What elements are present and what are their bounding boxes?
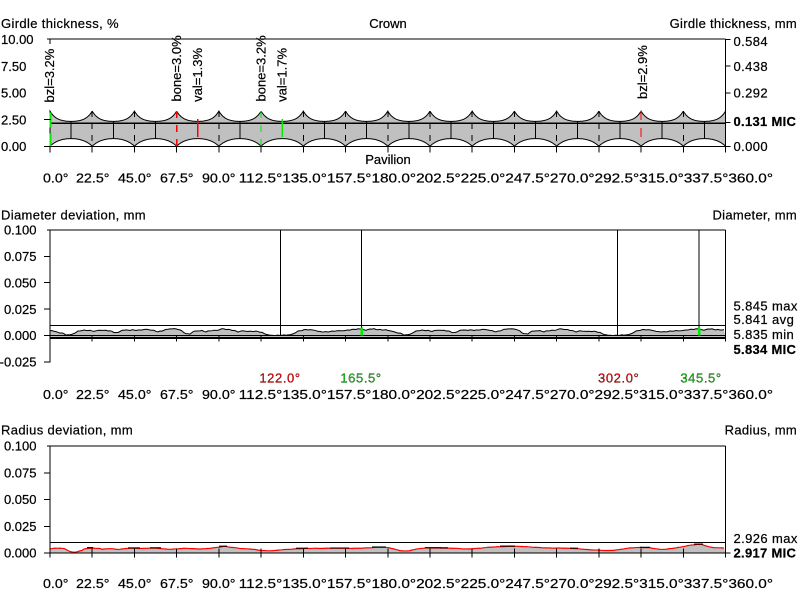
svg-text:0.050: 0.050 bbox=[4, 492, 37, 507]
svg-text:Radius deviation, mm: Radius deviation, mm bbox=[1, 423, 133, 438]
svg-text:112.5°135.0°157.5°180.0°202.5°: 112.5°135.0°157.5°180.0°202.5°225.0°247.… bbox=[239, 387, 773, 402]
svg-text:0.025: 0.025 bbox=[4, 519, 37, 534]
svg-text:7.50: 7.50 bbox=[1, 59, 26, 74]
svg-text:val=1.3%: val=1.3% bbox=[190, 48, 205, 102]
svg-text:0.075: 0.075 bbox=[4, 249, 37, 264]
svg-text:-0.025: -0.025 bbox=[0, 355, 37, 370]
svg-text:bone=3.0%: bone=3.0% bbox=[169, 35, 184, 102]
svg-text:bzl=2.9%: bzl=2.9% bbox=[635, 45, 650, 99]
svg-text:Girdle thickness, %: Girdle thickness, % bbox=[1, 16, 119, 31]
svg-text:Radius, mm: Radius, mm bbox=[725, 423, 797, 438]
svg-text:5.841 avg: 5.841 avg bbox=[734, 312, 795, 327]
svg-text:0.000: 0.000 bbox=[734, 139, 769, 154]
svg-text:bone=3.2%: bone=3.2% bbox=[253, 35, 268, 102]
svg-text:0.131 MIC: 0.131 MIC bbox=[734, 114, 797, 129]
svg-text:67.5°: 67.5° bbox=[160, 170, 194, 185]
svg-text:22.5°: 22.5° bbox=[76, 576, 110, 591]
svg-text:Crown: Crown bbox=[369, 16, 407, 31]
svg-text:0.000: 0.000 bbox=[4, 328, 37, 343]
svg-text:122.0°: 122.0° bbox=[259, 370, 300, 385]
svg-text:0.0°: 0.0° bbox=[43, 170, 69, 185]
svg-text:90.0°: 90.0° bbox=[202, 576, 236, 591]
svg-text:67.5°: 67.5° bbox=[160, 576, 194, 591]
svg-text:0.0°: 0.0° bbox=[43, 387, 69, 402]
svg-text:Girdle thickness, mm: Girdle thickness, mm bbox=[670, 16, 797, 31]
svg-text:0.292: 0.292 bbox=[734, 86, 769, 101]
svg-text:2.50: 2.50 bbox=[1, 112, 26, 127]
svg-text:Diameter, mm: Diameter, mm bbox=[712, 208, 797, 223]
svg-text:0.100: 0.100 bbox=[4, 439, 37, 454]
svg-text:Pavilion: Pavilion bbox=[365, 152, 411, 167]
svg-text:90.0°: 90.0° bbox=[202, 387, 236, 402]
svg-text:2.917 MIC: 2.917 MIC bbox=[734, 546, 797, 561]
svg-text:0.00: 0.00 bbox=[1, 139, 26, 154]
svg-text:302.0°: 302.0° bbox=[598, 370, 639, 385]
svg-text:0.0°: 0.0° bbox=[43, 576, 69, 591]
svg-text:Diameter deviation, mm: Diameter deviation, mm bbox=[1, 208, 146, 223]
svg-text:5.00: 5.00 bbox=[1, 86, 26, 101]
svg-text:67.5°: 67.5° bbox=[160, 387, 194, 402]
svg-text:112.5°135.0°157.5°180.0°202.5°: 112.5°135.0°157.5°180.0°202.5°225.0°247.… bbox=[239, 170, 773, 185]
svg-text:345.5°: 345.5° bbox=[680, 370, 721, 385]
svg-text:2.926 max: 2.926 max bbox=[734, 531, 798, 546]
svg-text:10.00: 10.00 bbox=[1, 32, 34, 47]
svg-text:0.050: 0.050 bbox=[4, 275, 37, 290]
svg-text:5.835 min: 5.835 min bbox=[734, 327, 795, 342]
svg-text:0.584: 0.584 bbox=[734, 34, 769, 49]
svg-text:0.100: 0.100 bbox=[4, 222, 37, 237]
svg-text:val=1.7%: val=1.7% bbox=[274, 48, 289, 102]
svg-text:5.834 MIC: 5.834 MIC bbox=[734, 342, 797, 357]
svg-text:0.025: 0.025 bbox=[4, 302, 37, 317]
svg-text:45.0°: 45.0° bbox=[118, 170, 152, 185]
svg-text:112.5°135.0°157.5°180.0°202.5°: 112.5°135.0°157.5°180.0°202.5°225.0°247.… bbox=[239, 576, 773, 591]
svg-text:bzl=3.2%: bzl=3.2% bbox=[42, 48, 57, 102]
svg-text:45.0°: 45.0° bbox=[118, 387, 152, 402]
svg-text:0.075: 0.075 bbox=[4, 465, 37, 480]
svg-text:45.0°: 45.0° bbox=[118, 576, 152, 591]
svg-text:22.5°: 22.5° bbox=[76, 170, 110, 185]
svg-text:165.5°: 165.5° bbox=[340, 370, 381, 385]
svg-text:90.0°: 90.0° bbox=[202, 170, 236, 185]
svg-text:5.845 max: 5.845 max bbox=[734, 299, 798, 314]
svg-text:22.5°: 22.5° bbox=[76, 387, 110, 402]
svg-text:0.438: 0.438 bbox=[734, 59, 769, 74]
svg-text:0.000: 0.000 bbox=[4, 546, 37, 561]
